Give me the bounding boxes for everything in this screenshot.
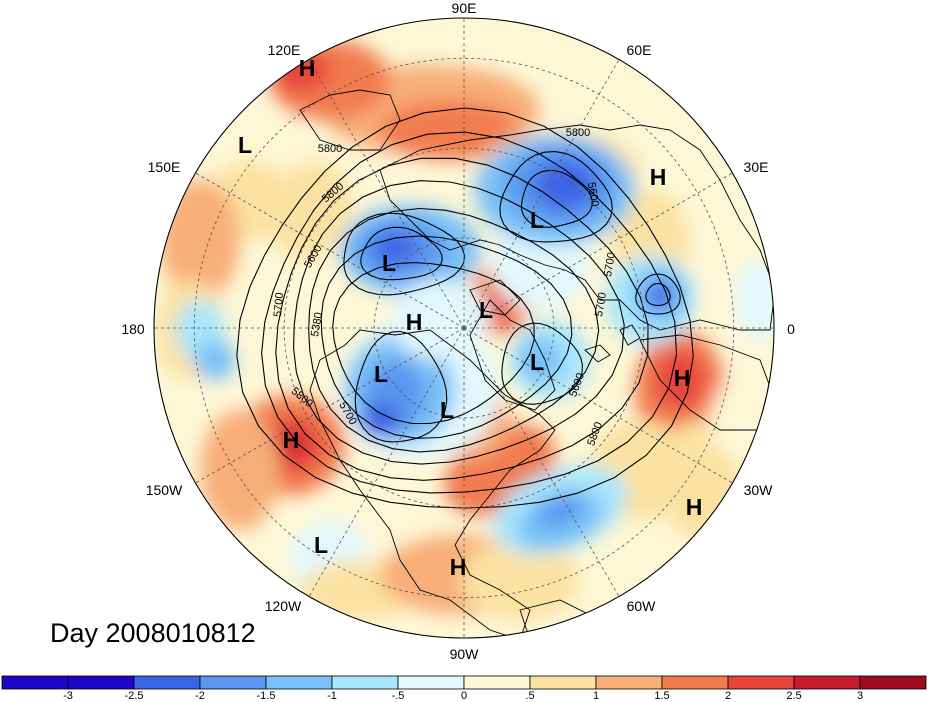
longitude-label: 30E [744,159,769,175]
colorbar-swatch [793,675,861,690]
colorbar-swatch [661,675,729,690]
low-pressure-marker: L [530,349,544,375]
colorbar-tick-label: 3 [857,690,863,702]
high-pressure-marker: H [406,309,423,335]
longitude-label: 90W [450,646,480,662]
contour-label: 5380 [309,311,325,337]
contour-label: 5800 [566,127,590,139]
longitude-label: 0 [787,321,795,337]
low-pressure-marker: L [382,250,396,276]
colorbar-swatch [397,675,465,690]
high-pressure-marker: H [650,164,667,190]
colorbar-tick-label: -2.5 [125,690,144,702]
low-pressure-marker: L [314,532,328,558]
high-pressure-marker: H [674,365,691,391]
colorbar-swatch [67,675,135,690]
low-pressure-marker: L [530,207,544,233]
colorbar-swatch [133,675,201,690]
colorbar-swatch [463,675,531,690]
colorbar-swatch [1,675,69,690]
longitude-label: 60E [627,42,652,58]
colorbar-tick-label: 2.5 [786,690,801,702]
contour-label: 5700 [272,292,286,317]
colorbar-swatch [595,675,663,690]
colorbar-tick-label: 0 [461,690,467,702]
longitude-label: 180 [121,321,145,337]
graticule [153,17,775,639]
colorbar-swatch [859,675,927,690]
height-contours [236,107,694,509]
colorbar-swatch [727,675,795,690]
low-pressure-marker: L [374,361,388,387]
longitude-label: 120E [268,42,301,58]
colorbar-swatch [529,675,597,690]
longitude-label: 150E [148,159,181,175]
longitude-label: 60W [627,598,657,614]
low-pressure-marker: L [440,397,454,423]
coastlines [299,89,774,638]
high-pressure-marker: H [686,494,703,520]
longitude-labels: 90E 60E 30E 0 30W 60W 90W 120W 150W 180 150E 120E [121,0,795,662]
longitude-label: 120W [265,598,302,614]
colorbar-tick-label: -.5 [392,690,405,702]
high-pressure-marker: H [299,55,316,81]
longitude-label: 90E [452,0,477,16]
colorbar-tick-label: 2 [725,690,731,702]
colorbar-tick-label: 1.5 [654,690,669,702]
colorbar: -3 -2.5 -2 -1.5 -1 -.5 0 .5 1 1.5 2 2.5 3 [1,675,927,702]
low-pressure-marker: L [479,297,493,323]
day-label: Day 2008010812 [50,618,256,648]
contour-label: 5600 [585,181,601,207]
contour-label: 5800 [318,143,342,155]
colorbar-swatch [199,675,267,690]
longitude-label: 150W [146,482,183,498]
colorbar-tick-label: .5 [525,690,534,702]
low-pressure-marker: L [238,132,252,158]
colorbar-tick-label: 1 [593,690,599,702]
colorbar-tick-label: -1.5 [257,690,276,702]
colorbar-tick-label: -2 [195,690,205,702]
colorbar-tick-label: -1 [327,690,337,702]
longitude-label: 30W [744,482,774,498]
colorbar-swatch [331,675,399,690]
high-pressure-marker: H [283,427,300,453]
contour-label: 5700 [602,251,618,277]
anomaly-field [154,18,774,638]
colorbar-swatch [265,675,333,690]
colorbar-tick-label: -3 [63,690,73,702]
contour-label: 5700 [593,291,609,317]
high-pressure-marker: H [450,554,467,580]
